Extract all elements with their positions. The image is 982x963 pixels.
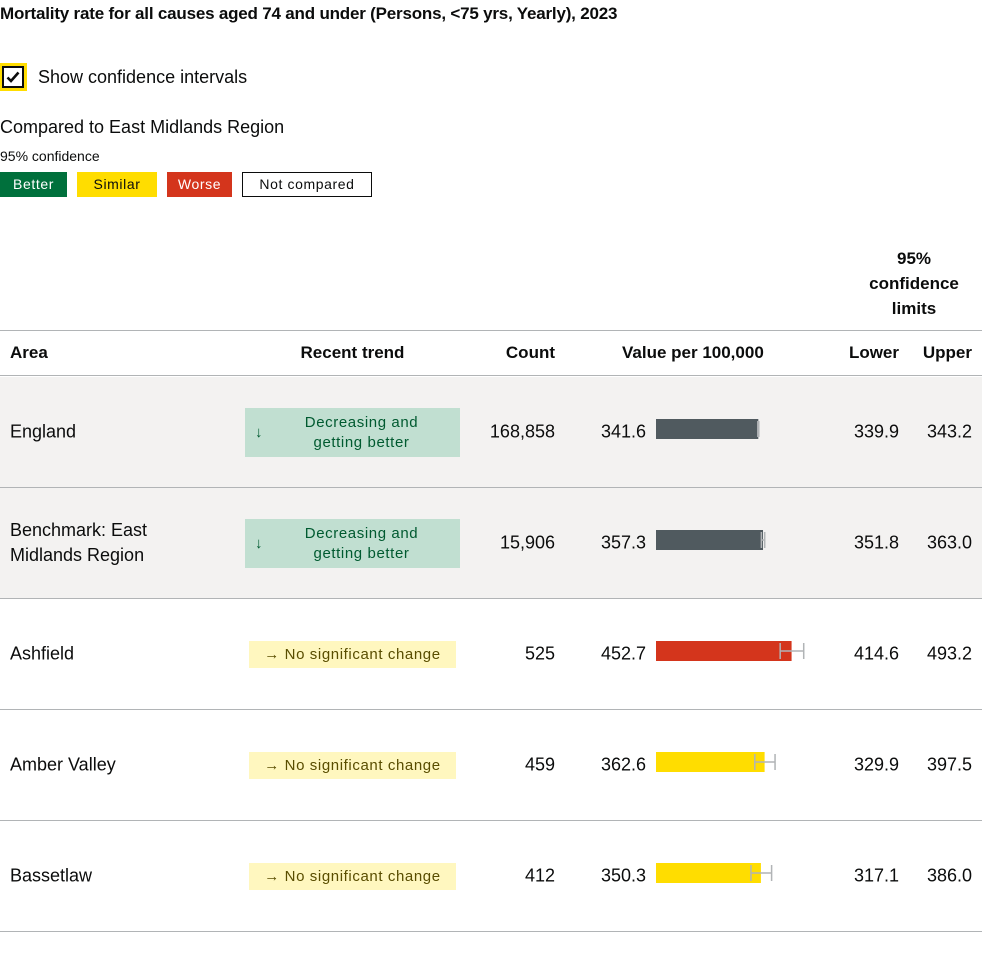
value-bar-chart bbox=[656, 752, 776, 772]
column-header-upper: Upper bbox=[922, 343, 972, 362]
column-header-lower: Lower bbox=[848, 343, 899, 362]
rate-value: 357.3 bbox=[600, 532, 646, 553]
value-bar bbox=[656, 641, 792, 661]
column-header-value: Value per 100,000 bbox=[622, 343, 764, 362]
table-row: Amber Valley → No significant change 459 36… bbox=[0, 710, 982, 821]
trend-badge-decreasing: ↓ Decreasing and getting better bbox=[245, 408, 460, 457]
lower-limit: 329.9 bbox=[853, 754, 899, 775]
legend-similar-badge: Similar bbox=[77, 172, 157, 197]
area-name: Benchmark: East Midlands Region bbox=[10, 520, 148, 565]
area-name: England bbox=[10, 421, 77, 442]
confidence-limits-header-line: limits bbox=[891, 299, 937, 318]
page-title: Mortality rate for all causes aged 74 an… bbox=[0, 4, 618, 23]
upper-limit: 343.2 bbox=[926, 421, 972, 442]
column-header-area: Area bbox=[10, 343, 48, 362]
upper-limit: 386.0 bbox=[926, 865, 972, 886]
comparison-legend: Better Similar Worse Not compared bbox=[0, 172, 372, 197]
lower-limit: 351.8 bbox=[853, 532, 899, 553]
arrow-down-icon: ↓ bbox=[254, 424, 264, 441]
count-value: 15,906 bbox=[499, 532, 555, 553]
value-bar-chart bbox=[656, 419, 760, 439]
column-header-trend: Recent trend bbox=[300, 343, 405, 362]
table-row: Bassetlaw → No significant change 412 350.3… bbox=[0, 821, 982, 932]
rate-value: 350.3 bbox=[600, 865, 646, 886]
table-row: Benchmark: East Midlands Region ↓ Decreasi… bbox=[0, 488, 982, 599]
column-header-count: Count bbox=[505, 343, 555, 362]
area-name: Ashfield bbox=[10, 643, 75, 664]
confidence-limits-header-line: confidence bbox=[869, 274, 959, 293]
rate-value: 452.7 bbox=[600, 643, 646, 664]
arrow-down-icon: ↓ bbox=[254, 535, 264, 552]
trend-badge-no-change: → No significant change bbox=[249, 752, 456, 779]
trend-badge-no-change: → No significant change bbox=[249, 641, 456, 668]
trend-text: Decreasing and getting better bbox=[273, 413, 460, 453]
trend-text-line: Decreasing and bbox=[304, 413, 419, 431]
confidence-intervals-toggle[interactable]: Show confidence intervals bbox=[0, 61, 247, 93]
upper-limit: 493.2 bbox=[926, 643, 972, 664]
rate-value: 362.6 bbox=[600, 754, 646, 775]
checkmark-icon bbox=[6, 71, 20, 83]
legend-worse-badge: Worse bbox=[167, 172, 232, 197]
lower-limit: 339.9 bbox=[853, 421, 899, 442]
value-bar-chart bbox=[656, 530, 766, 550]
upper-limit: 397.5 bbox=[926, 754, 972, 775]
trend-text-line: getting better bbox=[313, 433, 410, 451]
table-row: England ↓ Decreasing and getting better 168,… bbox=[0, 377, 982, 488]
lower-limit: 414.6 bbox=[853, 643, 899, 664]
count-value: 412 bbox=[524, 865, 555, 886]
value-bar bbox=[656, 752, 765, 772]
value-bar-chart bbox=[656, 863, 773, 883]
trend-text-line: getting better bbox=[313, 544, 410, 562]
confidence-level-text: 95% confidence bbox=[0, 148, 100, 164]
rate-value: 341.6 bbox=[600, 421, 646, 442]
lower-limit: 317.1 bbox=[853, 865, 899, 886]
confidence-intervals-label[interactable]: Show confidence intervals bbox=[38, 66, 248, 87]
value-bar-chart bbox=[656, 641, 805, 661]
trend-text-line: Decreasing and bbox=[304, 524, 419, 542]
table-header-row: Area Recent trend Count Value per 100,00… bbox=[0, 330, 982, 376]
table-row: Ashfield → No significant change 525 452.7 4… bbox=[0, 599, 982, 710]
upper-limit: 363.0 bbox=[926, 532, 972, 553]
value-bar bbox=[656, 530, 764, 550]
confidence-intervals-checkbox[interactable] bbox=[2, 66, 24, 88]
confidence-limits-header: 95% confidence limits bbox=[846, 246, 982, 321]
legend-not-compared-badge: Not compared bbox=[242, 172, 372, 197]
trend-badge-decreasing: ↓ Decreasing and getting better bbox=[245, 519, 460, 568]
trend-badge-no-change: → No significant change bbox=[249, 863, 456, 890]
value-bar bbox=[656, 863, 761, 883]
area-name: Amber Valley bbox=[10, 754, 116, 775]
count-value: 525 bbox=[524, 643, 555, 664]
trend-text: Decreasing and getting better bbox=[273, 524, 460, 564]
confidence-limits-header-line: 95% bbox=[896, 249, 932, 268]
area-name: Bassetlaw bbox=[10, 865, 93, 886]
value-bar bbox=[656, 419, 759, 439]
legend-better-badge: Better bbox=[0, 172, 67, 197]
count-value: 459 bbox=[524, 754, 555, 775]
count-value: 168,858 bbox=[489, 421, 555, 442]
compared-to-text: Compared to East Midlands Region bbox=[0, 117, 285, 137]
